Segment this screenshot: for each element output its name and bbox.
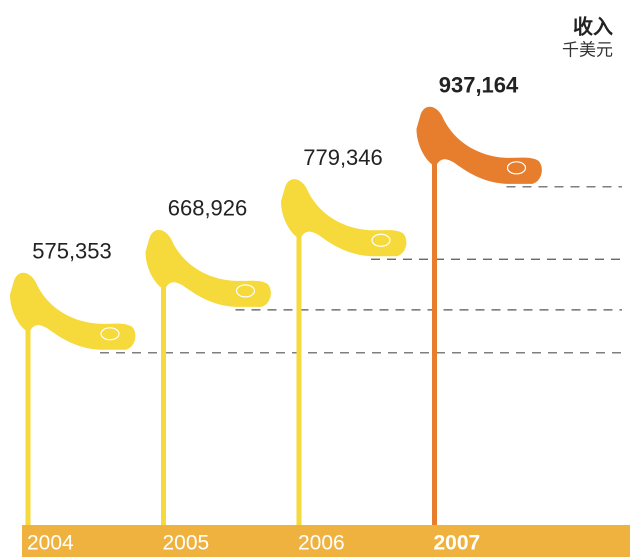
shoe	[417, 107, 542, 525]
shoe	[146, 230, 271, 525]
value-label: 668,926	[168, 196, 248, 221]
shoe	[10, 273, 135, 525]
chart: 收入 千美元 575,353 2004 668,926 2005 779,346 2006…	[0, 0, 630, 557]
chart-title: 收入	[573, 14, 613, 38]
x-tick-label: 2004	[27, 532, 74, 555]
chart-subtitle: 千美元	[562, 40, 613, 59]
shoe-heel	[297, 233, 302, 525]
value-label: 575,353	[32, 239, 112, 264]
shoe	[281, 179, 406, 525]
shoe-heel	[26, 327, 31, 525]
shoe-heel	[432, 161, 437, 525]
shoe-heel	[161, 284, 166, 525]
value-label: 937,164	[439, 73, 519, 98]
value-label: 779,346	[303, 145, 383, 170]
x-tick-label: 2007	[434, 532, 481, 555]
x-tick-label: 2005	[163, 532, 210, 555]
x-tick-label: 2006	[298, 532, 345, 555]
